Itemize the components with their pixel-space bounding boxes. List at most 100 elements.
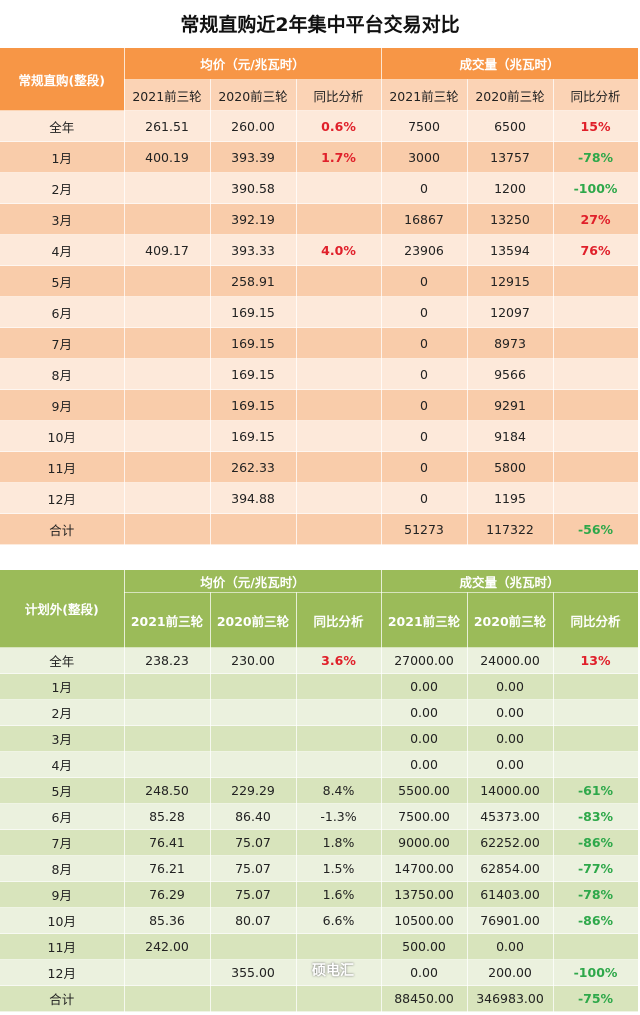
volume-yoy-cell: -77%	[553, 855, 639, 882]
row-label-cell: 12月	[0, 959, 125, 986]
volume-2020-cell: 76901.00	[467, 907, 554, 934]
table-unplanned: 计划外(整段) 均价（元/兆瓦时） 成交量（兆瓦时） 2021前三轮 2020前…	[0, 570, 639, 1012]
row-label-cell: 全年	[0, 647, 125, 674]
row-label-cell: 1月	[0, 141, 125, 173]
volume-yoy-cell: 15%	[553, 110, 639, 142]
volume-2021-cell: 0.00	[381, 699, 468, 726]
volume-2020-cell: 346983.00	[467, 985, 554, 1012]
price-yoy-cell: 0.6%	[296, 110, 382, 142]
table-row: 3月 392.19 16867 13250 27%	[0, 203, 639, 235]
price-2021-cell: 248.50	[124, 777, 211, 804]
volume-2021-cell: 0	[381, 172, 468, 204]
volume-2020-cell: 13594	[467, 234, 554, 266]
price-2020-cell	[210, 513, 297, 545]
volume-yoy-cell: -100%	[553, 172, 639, 204]
row-label-cell: 合计	[0, 985, 125, 1012]
row-label-cell: 8月	[0, 358, 125, 390]
price-2021-cell: 238.23	[124, 647, 211, 674]
volume-2021-cell: 0	[381, 296, 468, 328]
table-row: 5月 258.91 0 12915	[0, 265, 639, 297]
volume-2021-cell: 16867	[381, 203, 468, 235]
volume-yoy-cell	[553, 699, 639, 726]
price-2020-cell: 169.15	[210, 327, 297, 359]
table-row: 6月 85.28 86.40 -1.3% 7500.00 45373.00 -83%	[0, 803, 639, 830]
price-2021-cell	[124, 203, 211, 235]
col-header: 同比分析	[296, 79, 382, 111]
row-label-cell: 12月	[0, 482, 125, 514]
price-2020-cell	[210, 699, 297, 726]
table-regular-direct-purchase: 常规直购(整段) 均价（元/兆瓦时） 成交量（兆瓦时） 2021前三轮 2020…	[0, 48, 639, 545]
price-yoy-cell	[296, 482, 382, 514]
volume-yoy-cell: -100%	[553, 959, 639, 986]
volume-2021-cell: 88450.00	[381, 985, 468, 1012]
col-header: 2020前三轮	[210, 592, 297, 648]
price-yoy-cell: 1.7%	[296, 141, 382, 173]
price-2021-cell	[124, 420, 211, 452]
table-row: 9月 169.15 0 9291	[0, 389, 639, 421]
price-2021-cell	[124, 985, 211, 1012]
volume-yoy-cell: -61%	[553, 777, 639, 804]
volume-2020-cell: 12915	[467, 265, 554, 297]
price-2020-cell: 169.15	[210, 358, 297, 390]
table-row: 4月 409.17 393.33 4.0% 23906 13594 76%	[0, 234, 639, 266]
volume-yoy-cell: -78%	[553, 881, 639, 908]
price-2020-cell: 80.07	[210, 907, 297, 934]
volume-2020-cell: 1195	[467, 482, 554, 514]
volume-yoy-cell: -75%	[553, 985, 639, 1012]
volume-2021-cell: 5500.00	[381, 777, 468, 804]
price-2021-cell	[124, 725, 211, 752]
price-2020-cell: 393.39	[210, 141, 297, 173]
volume-2021-cell: 27000.00	[381, 647, 468, 674]
table-row: 合计 51273 117322 -56%	[0, 513, 639, 545]
volume-2020-cell: 12097	[467, 296, 554, 328]
col-header: 2021前三轮	[381, 592, 468, 648]
row-label-cell: 5月	[0, 265, 125, 297]
volume-2021-cell: 0	[381, 451, 468, 483]
table-row: 11月 242.00 500.00 0.00	[0, 933, 639, 960]
row-label-cell: 3月	[0, 203, 125, 235]
volume-yoy-cell	[553, 420, 639, 452]
volume-2021-cell: 9000.00	[381, 829, 468, 856]
volume-2021-cell: 13750.00	[381, 881, 468, 908]
table-row: 4月 0.00 0.00	[0, 751, 639, 778]
volume-yoy-cell: 76%	[553, 234, 639, 266]
table-row: 12月 394.88 0 1195	[0, 482, 639, 514]
table-row: 2月 0.00 0.00	[0, 699, 639, 726]
table-row: 12月 355.00 0.00 200.00 -100%	[0, 959, 639, 986]
volume-yoy-cell	[553, 933, 639, 960]
volume-2020-cell: 117322	[467, 513, 554, 545]
group-header-price: 均价（元/兆瓦时）	[124, 48, 382, 80]
price-yoy-cell: 6.6%	[296, 907, 382, 934]
table-row: 2月 390.58 0 1200 -100%	[0, 172, 639, 204]
volume-2020-cell: 8973	[467, 327, 554, 359]
price-yoy-cell: -1.3%	[296, 803, 382, 830]
table-row: 8月 169.15 0 9566	[0, 358, 639, 390]
volume-yoy-cell	[553, 482, 639, 514]
table-row: 7月 169.15 0 8973	[0, 327, 639, 359]
price-2020-cell: 75.07	[210, 829, 297, 856]
volume-2020-cell: 6500	[467, 110, 554, 142]
row-label-cell: 6月	[0, 803, 125, 830]
col-header: 2020前三轮	[467, 79, 554, 111]
volume-2020-cell: 24000.00	[467, 647, 554, 674]
volume-2021-cell: 0	[381, 482, 468, 514]
table-row: 合计 88450.00 346983.00 -75%	[0, 985, 639, 1012]
group-header-volume: 成交量（兆瓦时）	[381, 570, 639, 593]
row-label-cell: 11月	[0, 933, 125, 960]
price-2021-cell: 76.21	[124, 855, 211, 882]
volume-2021-cell: 0.00	[381, 725, 468, 752]
row-label-cell: 10月	[0, 907, 125, 934]
price-2021-cell: 76.41	[124, 829, 211, 856]
volume-yoy-cell	[553, 725, 639, 752]
volume-2021-cell: 0.00	[381, 959, 468, 986]
volume-2020-cell: 0.00	[467, 699, 554, 726]
price-yoy-cell: 1.5%	[296, 855, 382, 882]
col-header: 2020前三轮	[467, 592, 554, 648]
volume-yoy-cell: -78%	[553, 141, 639, 173]
row-label-cell: 7月	[0, 829, 125, 856]
price-2021-cell	[124, 358, 211, 390]
price-yoy-cell	[296, 933, 382, 960]
price-yoy-cell: 4.0%	[296, 234, 382, 266]
price-2020-cell	[210, 751, 297, 778]
table-row: 8月 76.21 75.07 1.5% 14700.00 62854.00 -77%	[0, 855, 639, 882]
